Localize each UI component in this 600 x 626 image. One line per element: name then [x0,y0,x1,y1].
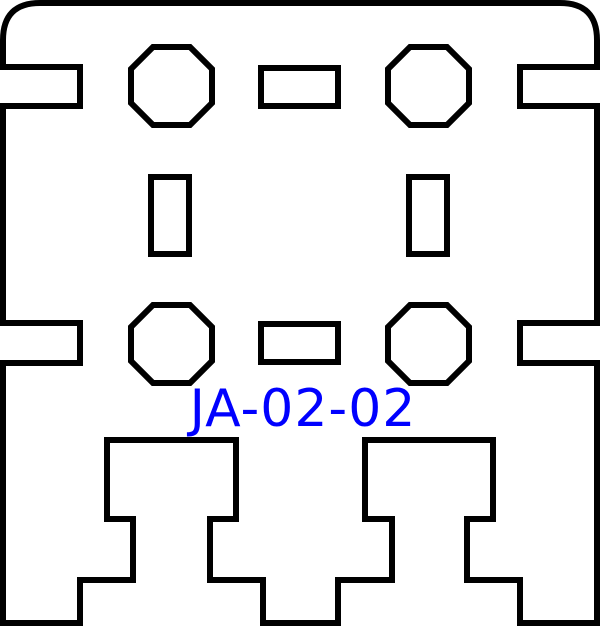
slot-middle-right [406,174,450,257]
part-number-label: JA-02-02 [187,379,417,439]
slot-middle-left [148,174,192,257]
slot-top-center [258,65,341,109]
pin-cavity-top-right [385,44,472,128]
slot-bottom-center [258,321,341,365]
pin-cavity-top-left [128,44,215,128]
pin-cavity-bottom-left [128,302,215,386]
pin-cavity-bottom-right [385,302,472,386]
